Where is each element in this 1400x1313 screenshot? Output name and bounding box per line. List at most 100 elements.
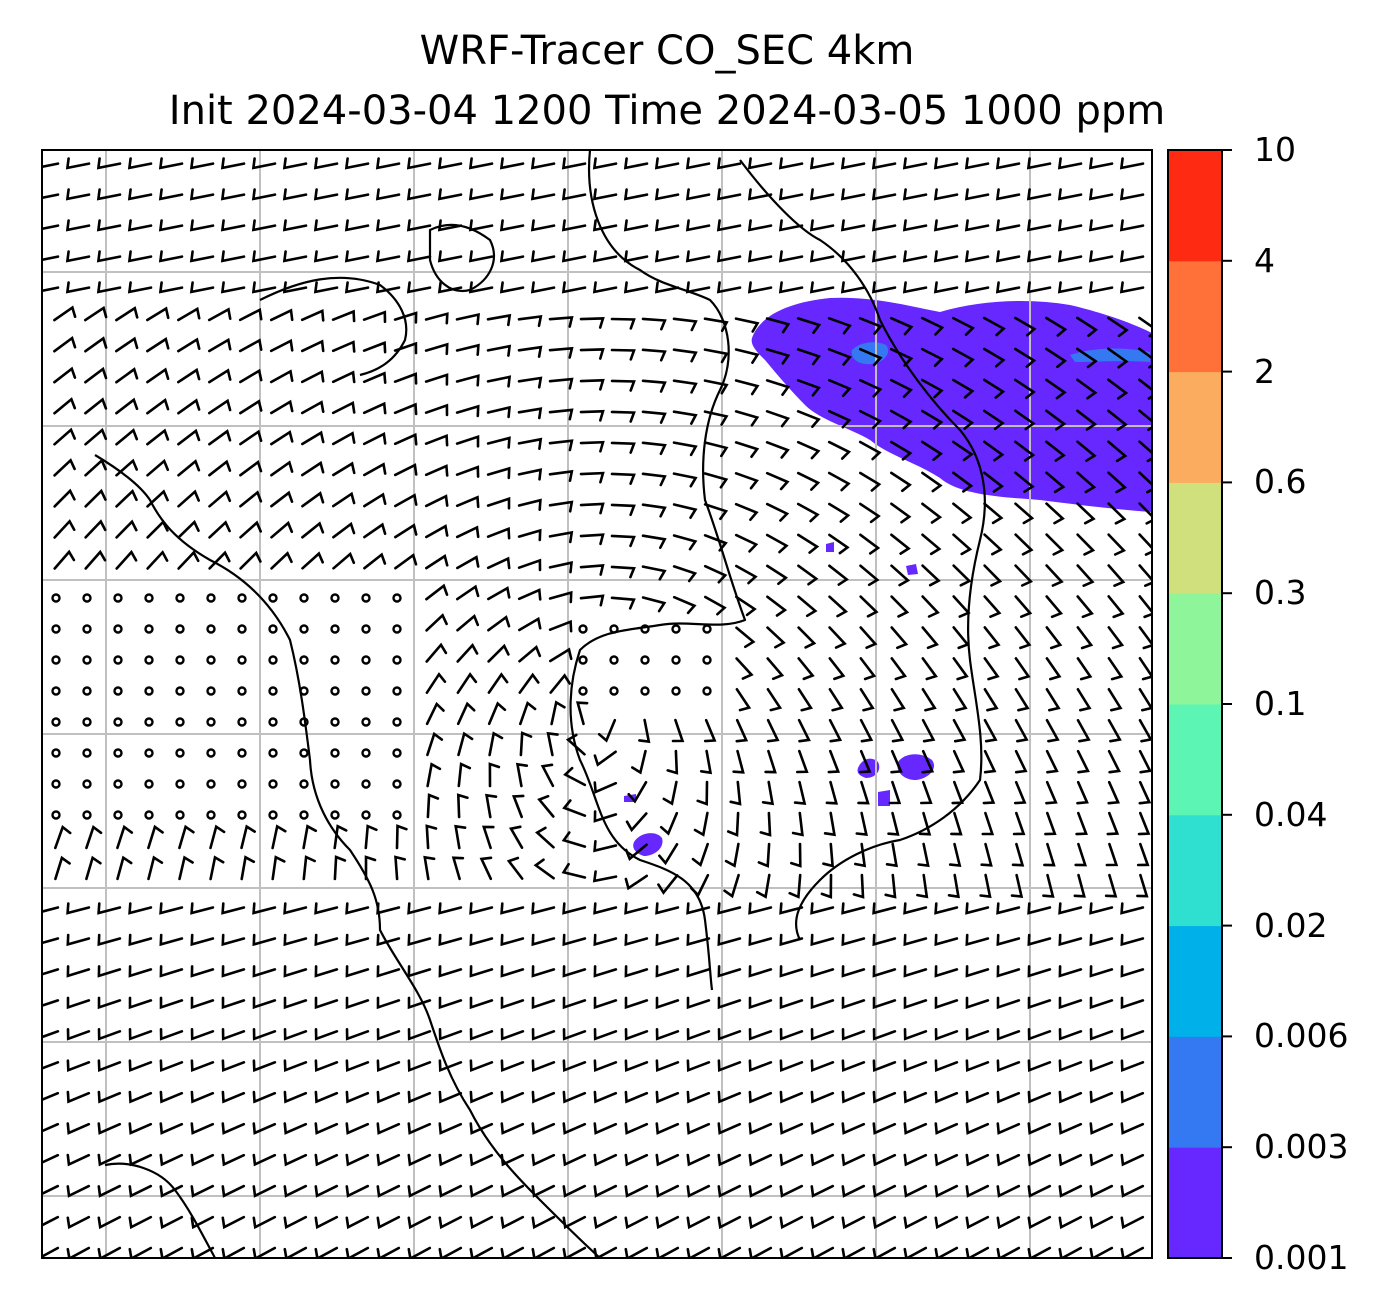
wind-barb: [964, 250, 990, 263]
wind-barb: [42, 937, 60, 945]
wind-barb: [717, 1122, 742, 1135]
calm-wind-marker: [361, 748, 371, 758]
calm-wind-marker: [299, 748, 309, 758]
wind-barb: [952, 688, 968, 712]
wind-barb: [345, 1153, 370, 1167]
wind-barb: [270, 399, 294, 415]
wind-barb: [189, 250, 215, 263]
wind-barb: [1014, 749, 1028, 774]
wind-barb: [96, 281, 122, 294]
wind-barb: [734, 410, 760, 427]
wind-barb: [934, 933, 959, 947]
wind-barb: [841, 996, 866, 1010]
map-title-line-2: Init 2024-03-04 1200 Time 2024-03-05 100…: [168, 88, 1166, 134]
wind-barb: [407, 1090, 432, 1104]
wind-barb: [765, 533, 789, 554]
colorbar-segment: [1168, 925, 1222, 1037]
wind-barb: [376, 965, 401, 978]
wind-barb: [146, 550, 169, 570]
wind-barb: [593, 1246, 618, 1258]
wind-barb: [1089, 902, 1114, 915]
wind-barb: [810, 1184, 835, 1198]
wind-barb: [686, 902, 711, 915]
wind-barb: [159, 1059, 184, 1073]
wind-barb: [1107, 688, 1123, 712]
wind-barb: [791, 811, 804, 837]
wind-barb: [407, 1153, 432, 1167]
wind-barb: [828, 595, 849, 618]
wind-barb: [563, 766, 587, 787]
wind-barb: [468, 250, 494, 263]
wind-barb: [282, 157, 308, 170]
wind-barb: [996, 933, 1021, 947]
wind-barb: [1014, 378, 1036, 400]
colorbar-segment: [1168, 482, 1222, 594]
wind-barb: [1045, 718, 1060, 743]
wind-barb: [778, 250, 804, 263]
wind-barb: [345, 1122, 370, 1135]
wind-barb: [916, 873, 929, 899]
wind-barb: [592, 188, 618, 201]
calm-wind-marker: [237, 717, 247, 727]
calm-wind-marker: [206, 779, 216, 789]
wind-barb: [765, 441, 790, 459]
calm-wind-marker: [330, 655, 340, 665]
wind-barb: [96, 250, 122, 263]
wind-barb: [469, 1153, 494, 1167]
wind-barb: [654, 157, 680, 170]
wind-barb: [562, 1153, 587, 1167]
wind-barb: [933, 281, 959, 294]
wind-barb: [270, 551, 293, 570]
wind-barb: [934, 902, 959, 915]
calm-wind-marker: [299, 810, 309, 820]
wind-barb: [1120, 902, 1145, 915]
wind-barb: [146, 489, 169, 508]
wind-barb: [393, 402, 418, 416]
wind-barb: [579, 348, 605, 360]
wind-barb: [331, 370, 356, 384]
wind-barb: [1045, 780, 1058, 805]
wind-barb: [934, 1028, 959, 1041]
wind-barb: [1045, 440, 1066, 462]
wind-barb: [593, 1184, 618, 1198]
wind-barb: [363, 462, 387, 477]
wind-barb: [747, 219, 773, 232]
wind-barb: [1044, 811, 1057, 836]
wind-barb: [921, 626, 939, 650]
wind-barb: [376, 1153, 401, 1167]
wind-barb: [252, 1215, 277, 1230]
wind-barb: [115, 489, 138, 508]
wind-barb: [561, 188, 587, 201]
wind-barb: [828, 657, 846, 681]
wind-barb: [425, 613, 448, 632]
wind-barb: [42, 162, 60, 169]
wind-barb: [902, 188, 928, 201]
wind-barb: [1027, 1059, 1052, 1073]
wind-barb: [208, 520, 231, 539]
wind-barb: [42, 286, 60, 293]
wind-barb: [393, 432, 418, 446]
wind-barb: [283, 996, 308, 1010]
wind-barb: [1120, 1090, 1145, 1104]
wind-barb: [1120, 1246, 1145, 1258]
wind-barb: [1042, 873, 1055, 898]
wind-barb: [375, 281, 401, 294]
wind-barb: [42, 1246, 60, 1258]
wind-barb: [1076, 533, 1096, 556]
wind-barb: [820, 873, 833, 899]
wind-barb: [716, 219, 742, 232]
wind-barb: [221, 1122, 246, 1135]
wind-barb: [221, 1059, 246, 1073]
wind-barb: [841, 902, 866, 915]
wind-barb: [531, 1028, 556, 1041]
calm-wind-marker: [51, 655, 61, 665]
wind-barb: [190, 1122, 215, 1135]
wind-barb: [655, 1122, 680, 1135]
wind-barb: [1027, 1246, 1052, 1258]
wind-barb: [1107, 626, 1125, 650]
wind-barb: [221, 1184, 246, 1198]
wind-barb: [655, 1215, 680, 1230]
wind-barb: [1138, 316, 1152, 338]
wind-barb: [84, 549, 107, 570]
wind-barb: [952, 409, 975, 430]
